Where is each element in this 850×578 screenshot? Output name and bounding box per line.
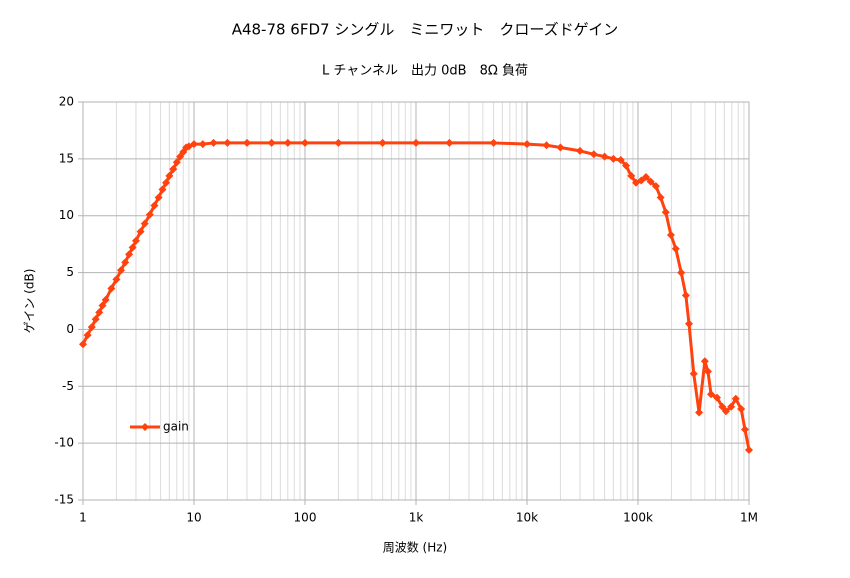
data-point (656, 193, 665, 202)
data-point (684, 319, 693, 328)
data-point (223, 138, 232, 147)
data-point (677, 268, 686, 277)
data-point (267, 138, 276, 147)
data-point (718, 402, 727, 411)
data-point (95, 308, 104, 317)
data-point (651, 182, 660, 191)
data-point (83, 331, 92, 340)
data-point (523, 140, 531, 149)
y-axis-label: ゲイン (dB) (23, 269, 37, 334)
data-point (334, 138, 343, 147)
x-tick-label: 1 (79, 511, 87, 525)
data-point (121, 258, 130, 267)
y-tick-label: 0 (66, 322, 74, 336)
data-point (412, 138, 420, 147)
data-point (666, 231, 675, 240)
data-point (646, 177, 655, 186)
data-point (731, 394, 740, 403)
chart-title: A48-78 6FD7 シングル ミニワット クローズドゲイン (232, 21, 619, 39)
data-point (136, 227, 145, 236)
data-point (140, 219, 149, 228)
legend-marker (141, 423, 149, 431)
data-point (91, 315, 100, 324)
data-point (190, 140, 198, 149)
data-point (154, 193, 163, 202)
series-line (81, 141, 751, 451)
data-point (713, 393, 722, 402)
data-point (695, 408, 704, 417)
data-point (556, 143, 565, 152)
data-point (209, 138, 218, 147)
data-point (616, 155, 625, 164)
y-tick-label: -10 (54, 436, 74, 450)
y-tick-label: 5 (66, 265, 74, 279)
y-tick-label: 10 (59, 208, 74, 222)
data-point (150, 201, 159, 210)
data-point (301, 138, 309, 147)
data-point (689, 369, 698, 378)
data-point (700, 357, 709, 366)
data-point (622, 161, 631, 170)
data-point (681, 291, 690, 300)
data-point (242, 138, 251, 147)
data-point (198, 140, 207, 149)
data-point (542, 141, 551, 150)
data-point (703, 367, 712, 376)
data-point (162, 178, 171, 187)
data-point (637, 176, 646, 185)
data-point (145, 210, 154, 219)
plot-frame (82, 101, 750, 501)
data-point (172, 158, 181, 167)
data-point (79, 340, 87, 349)
data-point (737, 405, 746, 414)
data-point (575, 146, 584, 155)
data-point (98, 301, 107, 310)
data-point (131, 236, 140, 245)
data-point (445, 138, 454, 147)
data-point (641, 173, 650, 182)
data-point (609, 154, 618, 163)
y-tick-label: -5 (62, 379, 74, 393)
data-point (158, 185, 167, 194)
data-point (727, 402, 736, 411)
data-point (661, 208, 670, 217)
x-axis-label: 周波数 (Hz) (383, 540, 448, 555)
data-point (125, 250, 134, 259)
data-point (378, 138, 387, 147)
data-point (107, 284, 116, 293)
x-tick-label: 10 (186, 511, 201, 525)
x-tick-label: 1k (409, 511, 424, 525)
data-point (589, 150, 598, 159)
data-point (87, 323, 96, 332)
x-tick-label: 100k (623, 511, 653, 525)
data-point (101, 295, 110, 304)
data-point (128, 243, 137, 252)
data-point (707, 390, 716, 399)
data-point (169, 165, 178, 174)
y-tick-label: 20 (59, 95, 74, 109)
data-point (740, 425, 749, 434)
data-point (283, 138, 292, 147)
y-tick-label: 15 (59, 151, 74, 165)
x-tick-label: 1M (740, 511, 758, 525)
data-point (600, 152, 609, 161)
data-point (745, 445, 753, 454)
data-point (721, 407, 730, 416)
data-point (112, 275, 121, 284)
data-point (489, 138, 498, 147)
data-point (671, 244, 680, 253)
x-tick-label: 100 (294, 511, 317, 525)
legend-label: gain (163, 420, 189, 434)
data-point (165, 171, 174, 180)
y-tick-label: -15 (54, 493, 74, 507)
data-point (627, 171, 636, 180)
chart-subtitle: L チャンネル 出力 0dB 8Ω 負荷 (322, 64, 528, 79)
data-point (117, 266, 126, 275)
x-tick-label: 10k (516, 511, 538, 525)
